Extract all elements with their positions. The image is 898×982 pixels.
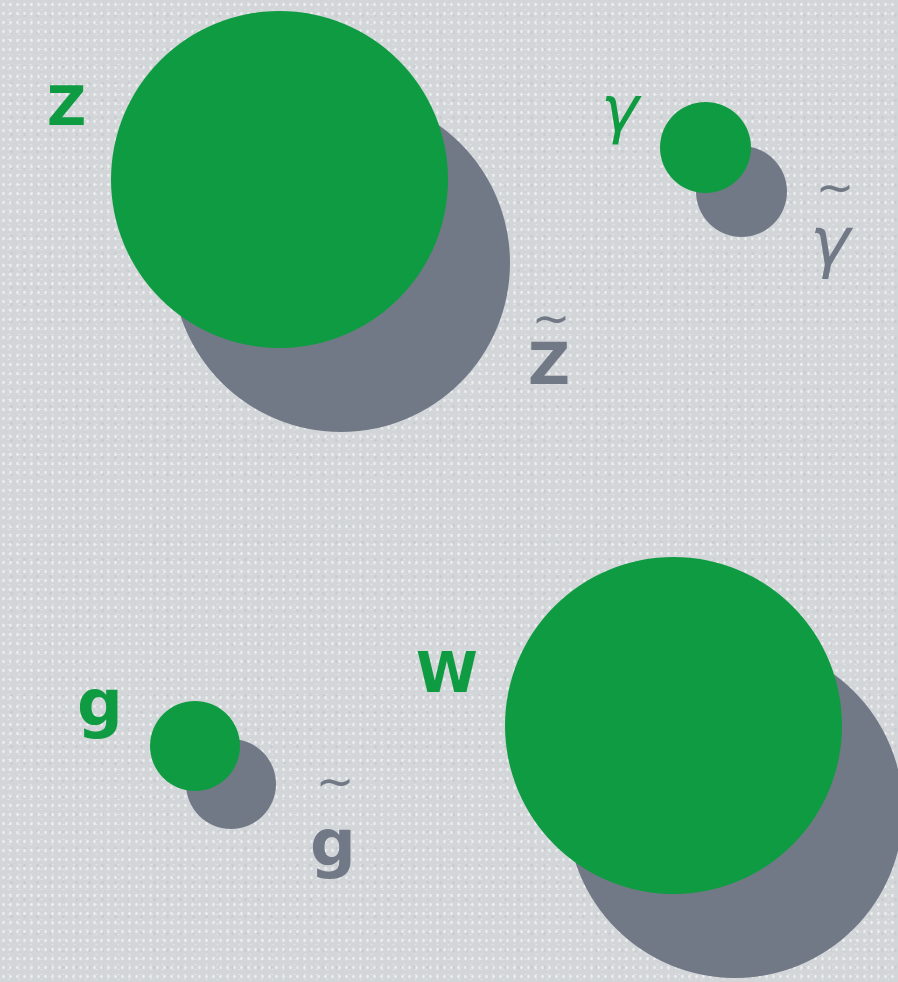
z-boson-circle (111, 11, 448, 348)
w-label: W (416, 641, 478, 706)
gamma-tilde-label: ~ γ (810, 164, 860, 282)
tilde-mark: ~ (815, 160, 855, 214)
z-label: Z (47, 75, 87, 138)
g-tilde-label: ~ g (310, 758, 360, 881)
g-label: g (77, 667, 123, 741)
gamma-tilde-symbol: γ (810, 203, 851, 282)
z-tilde-label: ~ Z (528, 295, 574, 398)
z-tilde-symbol: Z (528, 330, 571, 398)
photon-circle (660, 102, 751, 193)
gluon-circle (150, 701, 240, 791)
tilde-mark: ~ (315, 754, 355, 808)
w-boson-circle (505, 557, 842, 894)
tilde-mark: ~ (531, 291, 571, 345)
gamma-label: γ (601, 73, 639, 147)
g-tilde-symbol: g (310, 807, 356, 881)
